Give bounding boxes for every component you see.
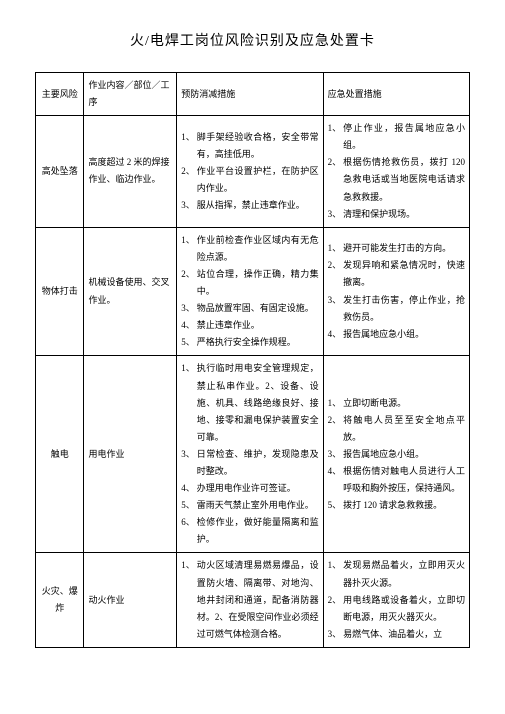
table-row: 触电 用电作业 1、执行临时用电安全管理规定，禁止私串作业。2、设备、设施、机具… — [36, 356, 470, 553]
risk-cell: 火灾、爆炸 — [36, 553, 84, 647]
work-cell: 高度超过 2 米的焊接作业、临边作业。 — [84, 116, 177, 228]
work-cell: 机械设备使用、交叉作业。 — [84, 227, 177, 356]
header-risk: 主要风险 — [36, 73, 84, 116]
emergency-cell: 1、避开可能发生打击的方向。 2、发现异响和紧急情况时，快速撤离。 3、发生打击… — [323, 227, 469, 356]
risk-cell: 高处坠落 — [36, 116, 84, 228]
table-row: 火灾、爆炸 动火作业 1、动火区域清理易燃易爆品，设置防火墙、隔离带、对地沟、地… — [36, 553, 470, 647]
prevention-cell: 1、执行临时用电安全管理规定，禁止私串作业。2、设备、设施、机具、线路绝缘良好、… — [177, 356, 323, 553]
risk-cell: 物体打击 — [36, 227, 84, 356]
page-title: 火/电焊工岗位风险识别及应急处置卡 — [35, 30, 470, 50]
work-cell: 用电作业 — [84, 356, 177, 553]
header-work: 作业内容／部位／工序 — [84, 73, 177, 116]
emergency-cell: 1、停止作业，报告属地应急小组。 2、根据伤情抢救伤员，拨打 120 急救电话或… — [323, 116, 469, 228]
table-row: 高处坠落 高度超过 2 米的焊接作业、临边作业。 1、脚手架经验收合格，安全带常… — [36, 116, 470, 228]
prevention-cell: 1、作业前检查作业区域内有无危险点源。 2、站位合理，操作正确，精力集中。 3、… — [177, 227, 323, 356]
risk-table: 主要风险 作业内容／部位／工序 预防消减措施 应急处置措施 高处坠落 高度超过 … — [35, 72, 470, 648]
work-cell: 动火作业 — [84, 553, 177, 647]
risk-cell: 触电 — [36, 356, 84, 553]
table-row: 物体打击 机械设备使用、交叉作业。 1、作业前检查作业区域内有无危险点源。 2、… — [36, 227, 470, 356]
header-emergency: 应急处置措施 — [323, 73, 469, 116]
header-prevention: 预防消减措施 — [177, 73, 323, 116]
prevention-cell: 1、脚手架经验收合格，安全带常有，高挂低用。 2、作业平台设置护栏，在防护区内作… — [177, 116, 323, 228]
emergency-cell: 1、立即切断电源。 2、将触电人员至至安全地点平放。 3、报告属地应急小组。 4… — [323, 356, 469, 553]
emergency-cell: 1、发现易燃品着火，立即用灭火器扑灭火源。 2、用电线路或设备着火，立即切断电源… — [323, 553, 469, 647]
prevention-cell: 1、动火区域清理易燃易爆品，设置防火墙、隔离带、对地沟、地井封闭和通道，配备消防… — [177, 553, 323, 647]
